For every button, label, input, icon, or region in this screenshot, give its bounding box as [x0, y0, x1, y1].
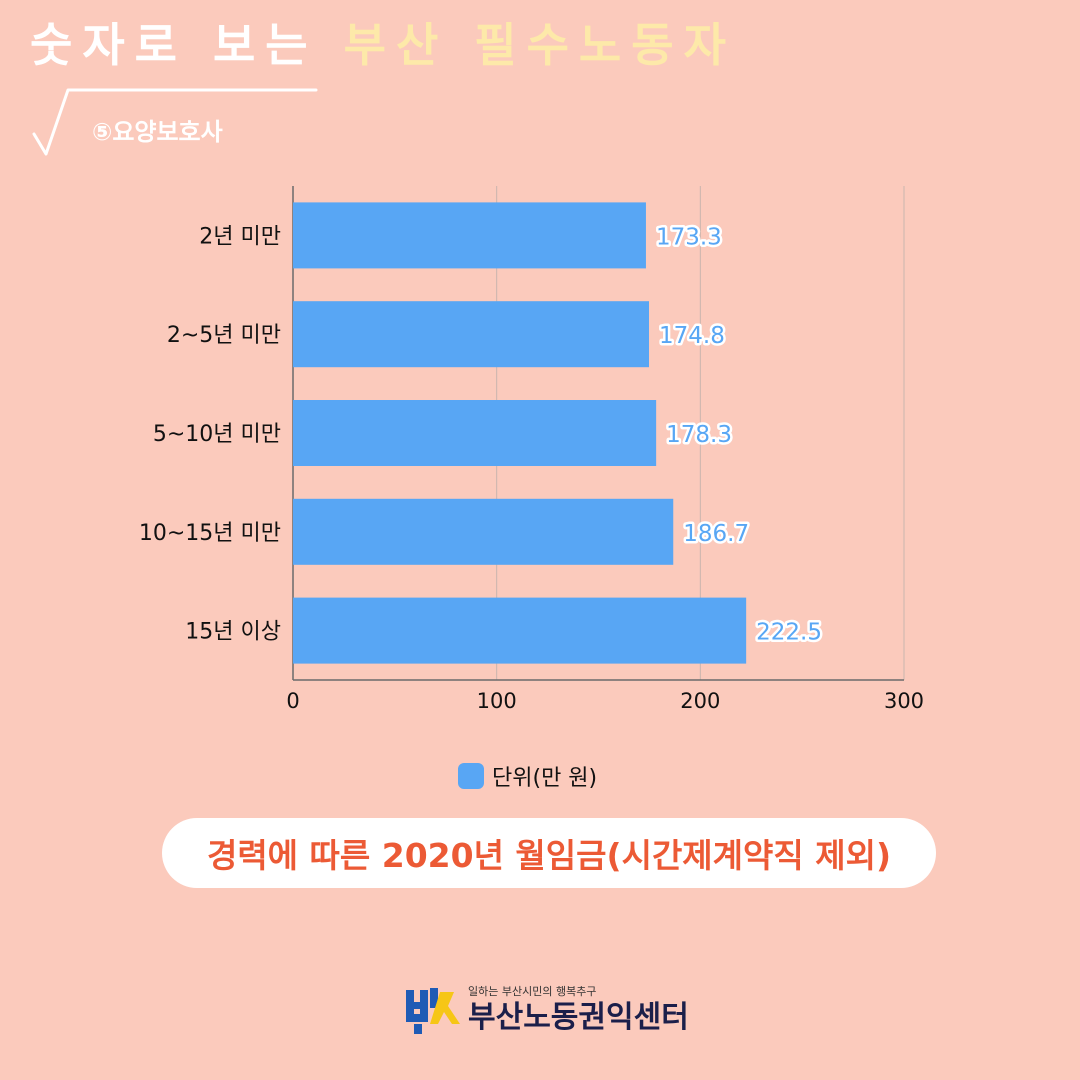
- x-tick-label: 300: [884, 689, 924, 713]
- data-label: 178.3: [666, 422, 732, 448]
- bar: [293, 597, 747, 664]
- data-label: 222.5: [756, 620, 822, 646]
- title-yellow-part: 부산 필수노동자: [343, 18, 736, 72]
- logo-tagline: 일하는 부산시민의 행복추구: [468, 985, 597, 998]
- bar-chart: 0 100 200 300 2년 미만 173.3 2~5년 미만 174.8 5~10년 미만…: [139, 186, 924, 713]
- organization-logo: 일하는 부산시민의 행복추구 부산노동권익센터: [404, 984, 689, 1036]
- page-title: 숫자로 보는 부산 필수노동자: [30, 22, 736, 68]
- category-label: 2년 미만: [199, 224, 281, 249]
- bar: [293, 301, 650, 368]
- title-white-part: 숫자로 보는: [30, 18, 318, 72]
- legend-swatch: [458, 763, 484, 789]
- bar: [293, 400, 657, 466]
- busan-labor-center-logo-icon: [406, 988, 460, 1034]
- legend-label: 단위(만 원): [492, 766, 598, 791]
- page-subtitle: ⑤요양보호사: [92, 118, 223, 146]
- category-label: 10~15년 미만: [139, 521, 281, 546]
- category-label: 2~5년 미만: [167, 323, 281, 348]
- logo-name: 부산노동권익센터: [468, 1000, 689, 1035]
- chart-legend: 단위(만 원): [458, 760, 597, 792]
- category-label: 15년 이상: [185, 620, 281, 645]
- x-tick-label: 0: [286, 689, 299, 713]
- x-tick-label: 100: [477, 689, 517, 713]
- header: 숫자로 보는 부산 필수노동자: [30, 22, 736, 68]
- x-tick-label: 200: [680, 689, 720, 713]
- data-label: 186.7: [683, 521, 749, 547]
- category-label: 5~10년 미만: [153, 422, 281, 447]
- caption-text: 경력에 따른 2020년 월임금(시간제계약직 제외): [206, 836, 892, 875]
- bar: [293, 498, 674, 565]
- square-root-icon: [32, 88, 318, 156]
- data-label: 174.8: [659, 323, 725, 349]
- caption-pill: 경력에 따른 2020년 월임금(시간제계약직 제외): [162, 818, 936, 888]
- data-label: 173.3: [656, 224, 722, 250]
- bar: [293, 202, 646, 269]
